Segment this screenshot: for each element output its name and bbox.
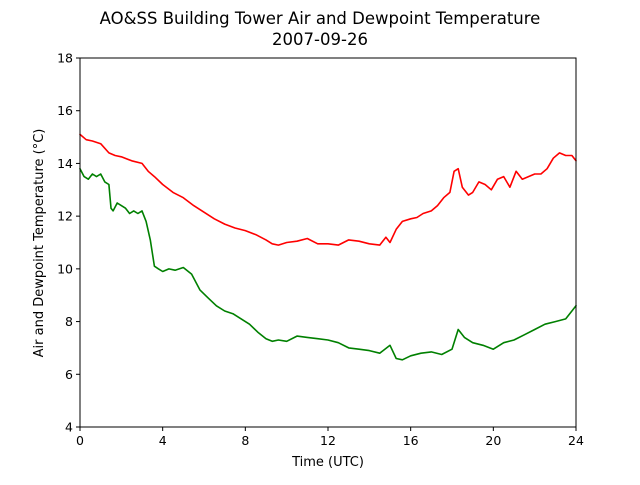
y-tick-label-18: 18 bbox=[57, 51, 73, 66]
y-tick-label-10: 10 bbox=[57, 261, 73, 276]
y-tick-label-14: 14 bbox=[57, 156, 73, 171]
x-tick-label-20: 20 bbox=[485, 433, 501, 448]
x-tick-label-4: 4 bbox=[159, 433, 167, 448]
chart-subtitle: 2007-09-26 bbox=[272, 30, 368, 49]
y-axis-label: Air and Dewpoint Temperature (°C) bbox=[32, 129, 47, 358]
y-tick-label-16: 16 bbox=[57, 103, 73, 118]
y-tick-label-8: 8 bbox=[65, 314, 73, 329]
series-line-2 bbox=[79, 167, 577, 361]
y-tick-label-12: 12 bbox=[57, 209, 73, 224]
chart-title: AO&SS Building Tower Air and Dewpoint Te… bbox=[100, 9, 541, 28]
x-tick-label-12: 12 bbox=[320, 433, 336, 448]
x-tick-label-16: 16 bbox=[403, 433, 419, 448]
x-tick-label-0: 0 bbox=[76, 433, 84, 448]
y-tick-label-6: 6 bbox=[65, 367, 73, 382]
series-line-1 bbox=[79, 133, 577, 246]
x-tick-label-8: 8 bbox=[241, 433, 249, 448]
x-tick-label-24: 24 bbox=[568, 433, 584, 448]
x-axis-label: Time (UTC) bbox=[291, 455, 364, 470]
y-tick-label-4: 4 bbox=[65, 420, 73, 435]
